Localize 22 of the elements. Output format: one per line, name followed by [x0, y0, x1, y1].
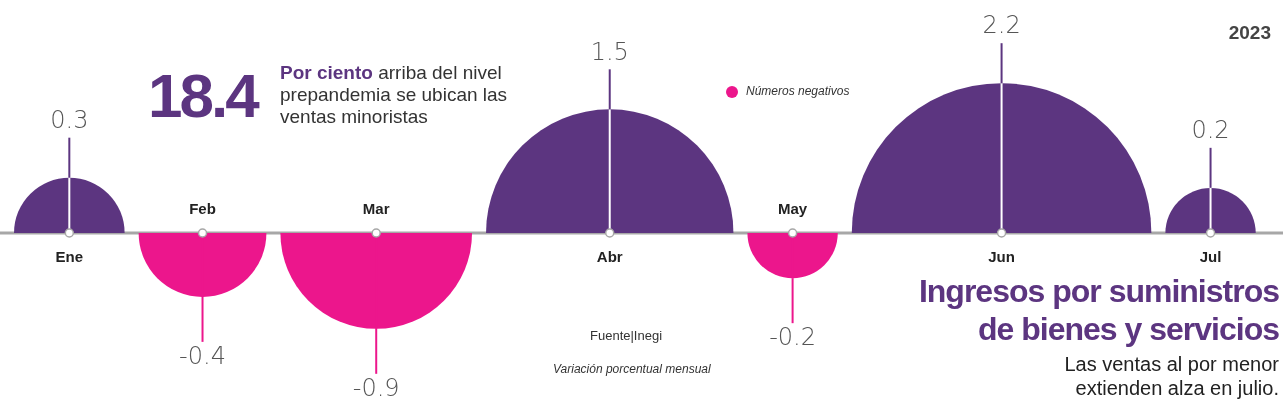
- data-label: 1.5: [590, 37, 629, 66]
- text: Variación porcentual mensual: [553, 362, 711, 376]
- text: 18.4: [148, 60, 257, 131]
- category-label: Jul: [1199, 248, 1222, 266]
- category-label: Mar: [362, 200, 390, 218]
- text: Las ventas al por menor extienden alza en julio.: [1063, 352, 1279, 400]
- data-label: -0.4: [179, 342, 226, 371]
- data-label: 2.2: [982, 11, 1021, 40]
- data-label: 0.2: [1191, 116, 1230, 145]
- data-label: -0.9: [352, 374, 400, 403]
- text: 2023: [1228, 22, 1271, 44]
- category-label: May: [778, 200, 808, 218]
- category-label: Ene: [55, 248, 84, 266]
- data-label: 0.3: [50, 105, 89, 134]
- source-note: Fuente|Inegi: [590, 328, 663, 343]
- text: Ingresos por suministros de bienes y servicios: [917, 272, 1279, 348]
- category-label: Feb: [189, 200, 216, 218]
- data-label: -0.2: [769, 323, 817, 352]
- category-label: Jun: [988, 248, 1015, 266]
- category-label: Abr: [596, 248, 623, 266]
- text: Por ciento: [280, 62, 373, 83]
- text: Números negativos: [746, 84, 850, 98]
